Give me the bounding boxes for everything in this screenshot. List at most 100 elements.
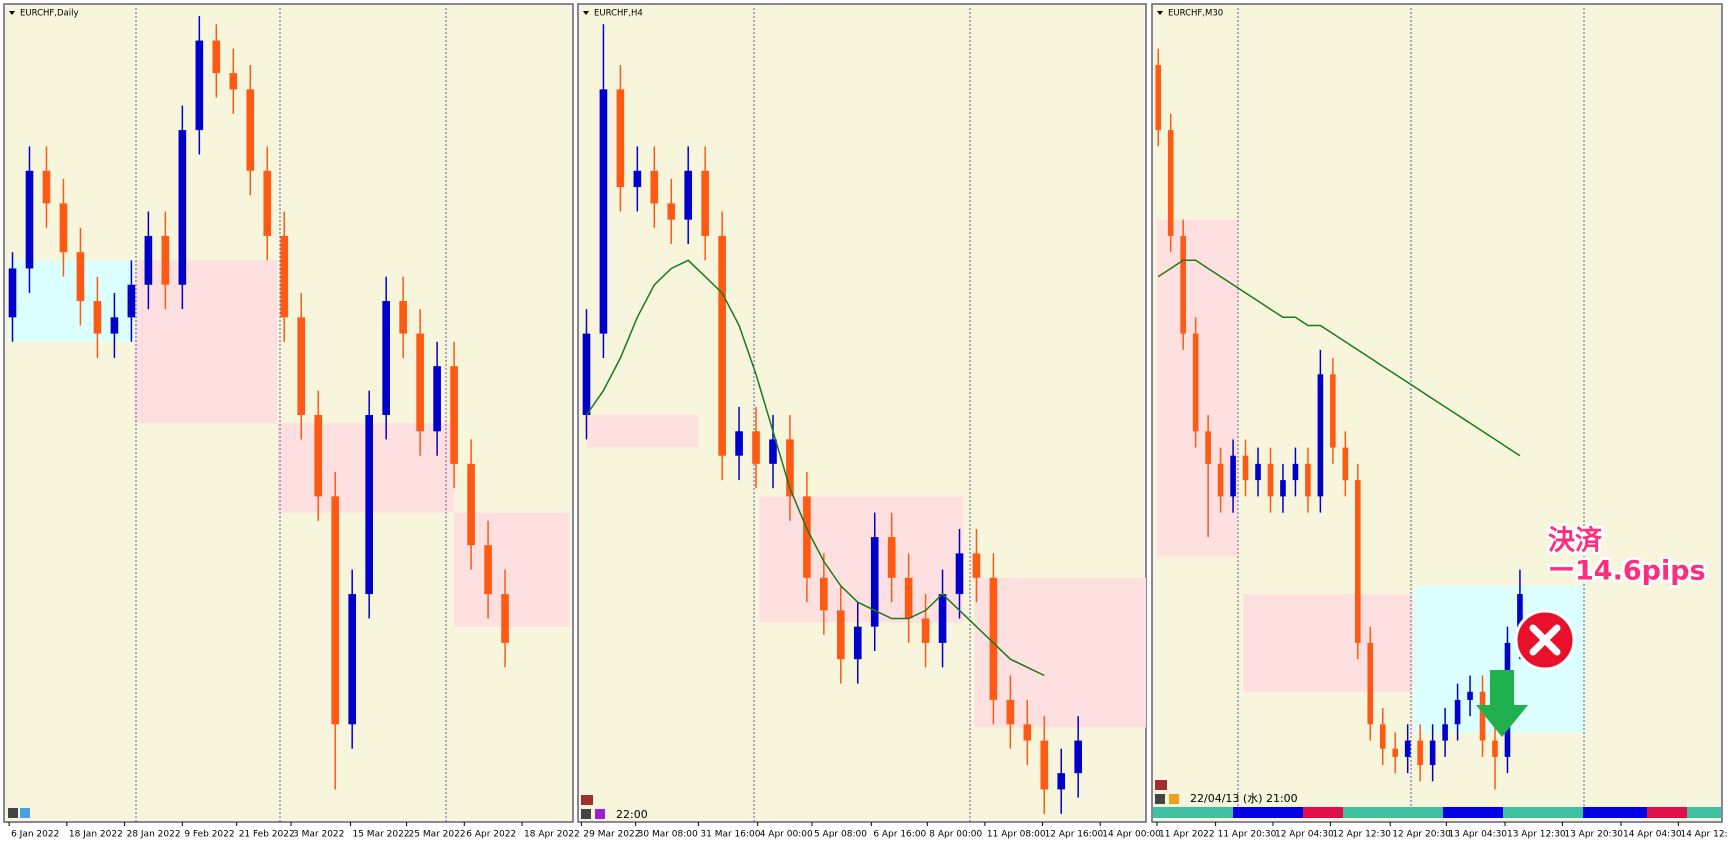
candle-body	[1242, 455, 1249, 481]
x-tick-label: 14 Apr 04:30	[1623, 830, 1682, 840]
candle-body	[1180, 235, 1186, 334]
candle-body	[399, 301, 407, 334]
candle-body	[1517, 594, 1523, 643]
x-tick-label: 25 Mar 2022	[409, 830, 466, 840]
candle-body	[1205, 431, 1211, 464]
x-tick-label: 11 Apr 2022	[1159, 830, 1215, 840]
pane-title: EURCHF,H4	[594, 9, 643, 19]
x-tick-label: 9 Feb 2022	[184, 830, 234, 840]
panes: EURCHF,Daily 6 Jan 2022 18 Jan 2022 28 Jan …	[3, 3, 1728, 840]
pane-background	[3, 3, 574, 823]
x-tick-label: 13 Apr 20:30	[1564, 830, 1623, 840]
candle-body	[735, 431, 743, 456]
candle-body	[1217, 463, 1224, 497]
pane-menu	[1157, 11, 1163, 15]
candle-body	[25, 170, 34, 269]
candle-body	[178, 130, 187, 285]
candle-body	[582, 333, 591, 415]
candle-body	[484, 545, 492, 595]
candle-body	[887, 537, 896, 578]
candle-body	[836, 610, 845, 660]
x-tick-label: 14 Apr 00:00	[1102, 830, 1161, 840]
pane-title: EURCHF,Daily	[20, 9, 79, 19]
candle-body	[1330, 374, 1336, 448]
x-tick-label: 30 Mar 08:00	[638, 830, 698, 840]
candle-body	[1280, 480, 1286, 497]
candle-body	[1354, 480, 1361, 643]
candle-body	[769, 439, 777, 464]
candle-body	[1404, 740, 1411, 757]
candle-body	[314, 415, 323, 497]
candle-body	[382, 301, 390, 415]
candle-body	[955, 553, 964, 595]
candle-body	[972, 553, 981, 578]
candle-body	[803, 496, 811, 578]
icons	[8, 780, 1179, 819]
candle-body	[76, 252, 85, 302]
candle-body	[8, 268, 17, 318]
annotation: 決済	[1548, 525, 1603, 557]
candle-body	[1006, 699, 1015, 725]
candle-body	[1454, 699, 1461, 725]
candle-body	[1317, 374, 1324, 497]
x-tick-label: 18 Apr 2022	[524, 830, 580, 840]
x-tick-label: 11 Apr 08:00	[987, 830, 1046, 840]
strip-segment	[1153, 807, 1233, 818]
strip-segment	[1343, 807, 1443, 818]
strip-segment	[1647, 807, 1687, 818]
x-tick-label: 12 Apr 16:00	[1045, 830, 1104, 840]
candle-body	[331, 496, 340, 725]
x-tick-label: 6 Jan 2022	[11, 830, 59, 840]
candle-body	[1167, 130, 1174, 236]
candle-body	[1342, 447, 1349, 481]
candle-body	[701, 170, 709, 236]
time-label: 22/04/13 (水) 21:00	[1190, 792, 1298, 805]
zone	[1243, 594, 1412, 692]
candle-body	[416, 333, 424, 432]
x-tick-label: 6 Apr 16:00	[873, 830, 926, 840]
x-tick-label: 29 Mar 2022	[583, 830, 640, 840]
candle-body	[599, 89, 608, 334]
zone	[759, 496, 963, 623]
candle-body	[1267, 463, 1274, 497]
x-tick-label: 13 Apr 04:30	[1448, 830, 1507, 840]
x-tick-label: 31 Mar 16:00	[700, 830, 760, 840]
x-tick-label: 12 Apr 04:30	[1275, 830, 1334, 840]
candle-body	[161, 235, 170, 285]
x-tick-label: 8 Apr 00:00	[929, 830, 982, 840]
strip-segment	[1443, 807, 1503, 818]
candle-body	[229, 73, 238, 90]
x-tick-label: 12 Apr 20:30	[1392, 830, 1451, 840]
candle-body	[1255, 463, 1261, 481]
candle-body	[280, 235, 289, 318]
strip-segment	[1233, 807, 1303, 818]
candle-body	[212, 40, 221, 74]
candle-body	[433, 366, 441, 432]
icon	[20, 808, 30, 818]
candle-body	[633, 170, 642, 188]
candle-body	[684, 170, 693, 220]
candle-body	[110, 317, 119, 334]
zone	[134, 260, 278, 424]
candle-body	[870, 537, 879, 627]
candle-body	[1230, 455, 1236, 497]
candle-body	[1392, 748, 1399, 757]
candle-body	[1417, 740, 1423, 766]
pane-menu	[583, 11, 589, 15]
candle-body	[853, 626, 862, 660]
candle-body	[127, 284, 136, 318]
candle-body	[450, 366, 458, 464]
candle-body	[1492, 740, 1498, 757]
candle-body	[297, 317, 306, 415]
x-tick-label: 5 Apr 08:00	[814, 830, 867, 840]
candle-body	[1442, 724, 1448, 741]
candle-body	[616, 89, 625, 188]
candle-body	[246, 89, 255, 171]
candle-body	[1479, 691, 1486, 741]
candle-body	[752, 431, 760, 464]
candle-body	[904, 577, 913, 619]
strip-segment	[1303, 807, 1343, 818]
icon	[581, 795, 593, 805]
strip-segment	[1503, 807, 1583, 818]
